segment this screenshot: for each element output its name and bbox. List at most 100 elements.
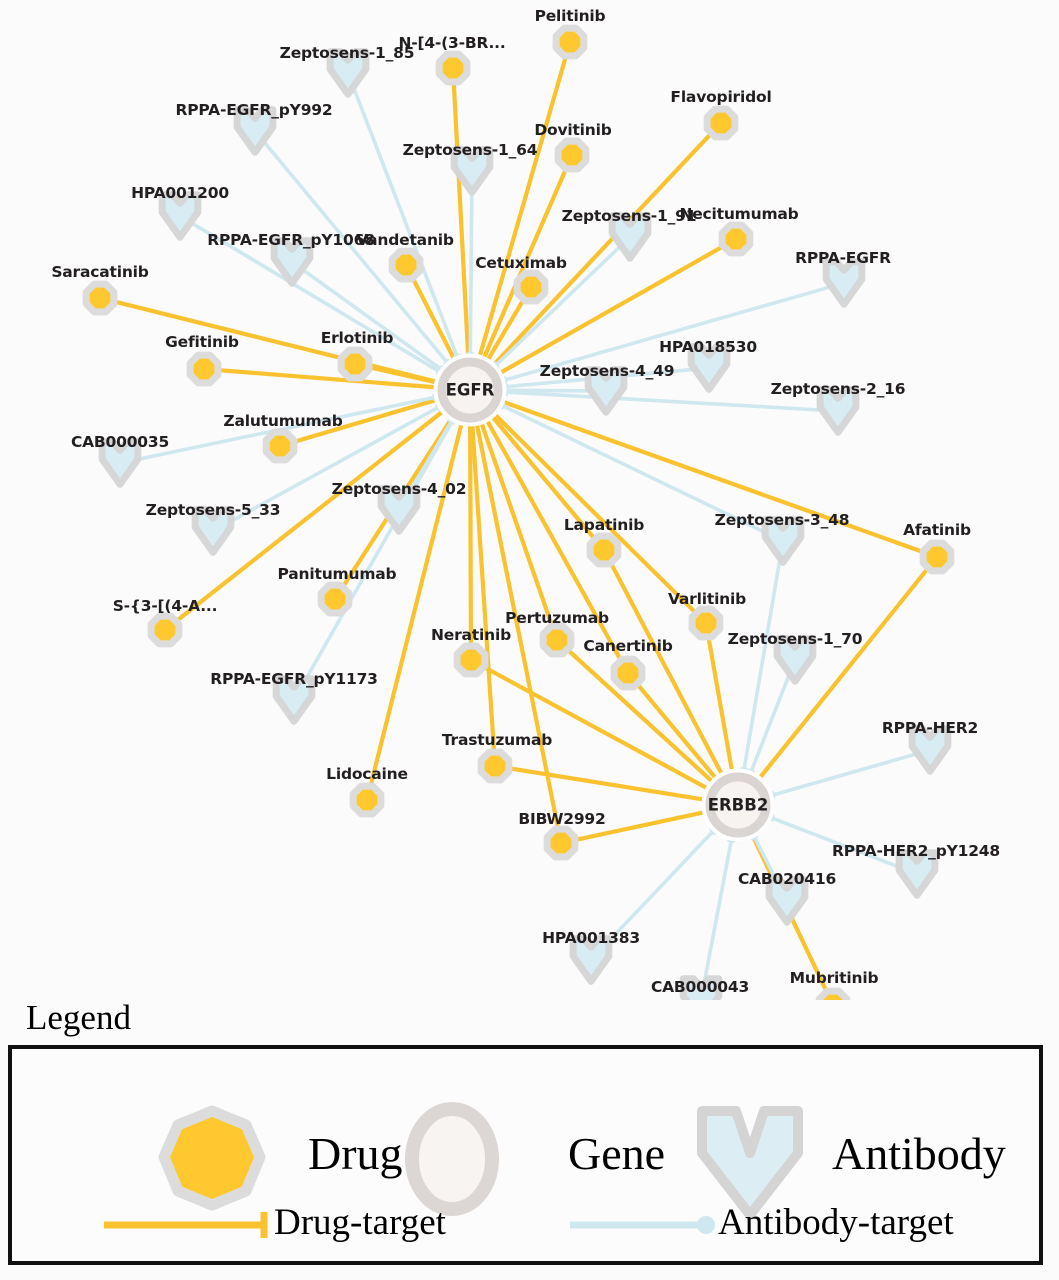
- gene-label: EGFR: [445, 380, 495, 400]
- drug-label: Varlitinib: [667, 590, 747, 608]
- antibody-node[interactable]: [822, 258, 866, 308]
- edge-antibody-target: [700, 832, 737, 992]
- antibody-label: RPPA-EGFR: [795, 249, 891, 267]
- drug-label: Neratinib: [431, 626, 511, 644]
- edge-drug-target: [487, 127, 717, 371]
- drug-node[interactable]: [513, 269, 549, 305]
- node-layer: [82, 24, 955, 1025]
- gene-node[interactable]: [433, 353, 507, 427]
- antibody-node[interactable]: [377, 485, 421, 535]
- antibody-node[interactable]: [765, 876, 809, 926]
- edge-antibody-target: [298, 265, 448, 376]
- drug-node[interactable]: [186, 351, 222, 387]
- drug-label: Erlotinib: [320, 329, 394, 347]
- drug-node[interactable]: [543, 825, 579, 861]
- antibody-label: CAB000035: [70, 433, 170, 451]
- legend-drug-glyph: [158, 1105, 266, 1211]
- antibody-label: Zeptosens-2_16: [770, 380, 906, 398]
- antibody-label: Zeptosens-3_48: [714, 511, 850, 529]
- drug-label: Mubritinib: [789, 969, 879, 987]
- edge-layer: [108, 49, 934, 998]
- network-canvas[interactable]: N-[4-(3-BR... Pelitinib Flavopiridol Doviti…: [0, 0, 1059, 1025]
- drug-node[interactable]: [688, 605, 724, 641]
- drug-node[interactable]: [610, 655, 646, 691]
- antibody-node[interactable]: [326, 48, 370, 98]
- antibody-node[interactable]: [450, 146, 494, 196]
- antibody-node[interactable]: [191, 506, 235, 556]
- antibody-node[interactable]: [569, 935, 613, 985]
- drug-node[interactable]: [147, 612, 183, 648]
- antibody-node[interactable]: [608, 212, 652, 262]
- edge-antibody-target: [296, 414, 459, 694]
- drug-node[interactable]: [317, 581, 353, 617]
- antibody-label: RPPA-HER2: [881, 719, 979, 737]
- drug-label: Zalutumumab: [223, 412, 343, 430]
- antibody-node[interactable]: [895, 849, 939, 899]
- antibody-node[interactable]: [233, 106, 277, 156]
- drug-label: Vandetanib: [356, 231, 454, 249]
- drug-node[interactable]: [349, 782, 385, 818]
- drug-label: Cetuximab: [475, 254, 567, 272]
- antibody-node[interactable]: [272, 675, 316, 725]
- legend-drug-target-label: Drug-target: [274, 1202, 446, 1243]
- antibody-node[interactable]: [270, 237, 314, 287]
- drug-node[interactable]: [718, 221, 754, 257]
- antibody-label: Zeptosens-1_70: [727, 630, 863, 648]
- drug-node[interactable]: [539, 622, 575, 658]
- legend-svg: [104, 1102, 803, 1238]
- drug-node[interactable]: [552, 24, 588, 60]
- antibody-node[interactable]: [816, 386, 860, 436]
- legend-antibody-label: Antibody: [832, 1128, 1006, 1179]
- edge-antibody-target: [349, 80, 464, 364]
- edge-drug-target: [473, 49, 570, 362]
- antibody-node[interactable]: [773, 635, 817, 685]
- legend-gene-glyph: [405, 1102, 499, 1216]
- antibody-label: Zeptosens-5_33: [145, 501, 281, 519]
- drug-node[interactable]: [262, 428, 298, 464]
- antibody-label: RPPA-EGFR_pY1173: [210, 670, 378, 688]
- drug-node[interactable]: [815, 987, 851, 1023]
- drug-label: Panitumumab: [277, 565, 397, 583]
- antibody-node[interactable]: [158, 191, 202, 241]
- antibody-node[interactable]: [687, 343, 731, 393]
- drug-node[interactable]: [453, 642, 489, 678]
- antibody-node[interactable]: [98, 438, 142, 488]
- drug-label: Pelitinib: [534, 7, 606, 25]
- drug-node[interactable]: [337, 346, 373, 382]
- legend-box: Drug Gene Antibody Drug-target Antibody-…: [8, 1045, 1043, 1265]
- edge-antibody-target: [765, 750, 923, 801]
- drug-label: Flavopiridol: [670, 88, 772, 106]
- antibody-label: HPA001200: [131, 184, 229, 202]
- drug-node[interactable]: [919, 539, 955, 575]
- drug-node[interactable]: [477, 748, 513, 784]
- drug-node[interactable]: [388, 247, 424, 283]
- legend-title: Legend: [26, 998, 131, 1037]
- network-svg[interactable]: [0, 0, 1059, 1025]
- drug-label: Saracatinib: [51, 263, 149, 281]
- drug-label: N-[4-(3-BR...: [398, 34, 506, 52]
- antibody-label: Zeptosens-4_02: [331, 480, 467, 498]
- drug-node[interactable]: [703, 105, 739, 141]
- antibody-node[interactable]: [761, 516, 805, 566]
- drug-node[interactable]: [435, 50, 471, 86]
- drug-node[interactable]: [586, 532, 622, 568]
- drug-label: Lapatinib: [563, 516, 645, 534]
- antibody-node[interactable]: [584, 366, 628, 416]
- antibody-label: Zeptosens-1_64: [402, 141, 538, 159]
- legend-drug-target-edge: [104, 1212, 268, 1238]
- edge-drug-target: [488, 408, 702, 619]
- drug-node[interactable]: [82, 280, 118, 316]
- antibody-label: Zeptosens-1_85: [279, 44, 415, 62]
- drug-node[interactable]: [554, 137, 590, 173]
- drug-label: BIBW2992: [518, 810, 606, 828]
- legend-antibody-target-edge: [570, 1216, 715, 1234]
- gene-node[interactable]: [701, 768, 775, 842]
- antibody-node[interactable]: [908, 725, 952, 775]
- antibody-label: RPPA-EGFR_pY1068: [207, 231, 375, 249]
- drug-label: Dovitinib: [534, 121, 612, 139]
- drug-label: Afatinib: [903, 521, 971, 539]
- edge-drug-target: [753, 562, 934, 784]
- drug-label: S-{3-[(4-A...: [112, 597, 218, 615]
- drug-label: Trastuzumab: [441, 731, 553, 749]
